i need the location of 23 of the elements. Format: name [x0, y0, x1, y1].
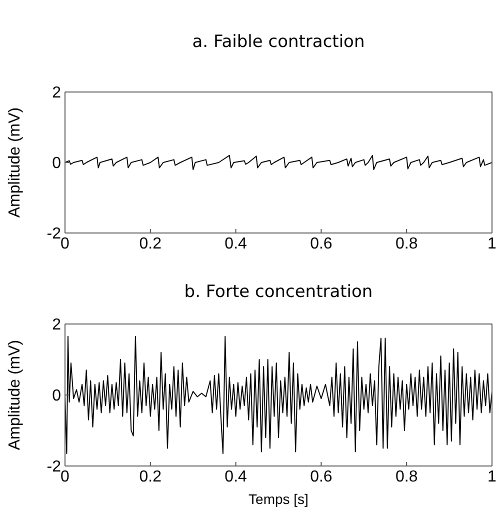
line-series: [65, 336, 492, 454]
y-axis-title: Amplitude (mV): [6, 340, 24, 450]
x-tick-label: 1: [488, 468, 497, 486]
x-tick-label: 0.6: [310, 235, 332, 252]
x-tick-label: 0.2: [139, 235, 162, 252]
chart-title: a. Faible contraction: [191, 31, 366, 54]
x-tick-label: 1: [488, 235, 497, 252]
x-tick-label: 0.6: [310, 468, 332, 486]
x-tick-label: 0.8: [395, 235, 418, 252]
y-tick-label: 2: [52, 316, 62, 334]
y-tick-label: 0: [52, 155, 62, 172]
y-tick-label: 0: [52, 388, 62, 405]
x-tick-label: 0.2: [139, 468, 162, 486]
y-axis-title: Amplitude (mV): [6, 107, 24, 218]
y-tick-label: -2: [46, 226, 62, 243]
x-tick-label: 0.4: [224, 235, 248, 252]
chart-title: b. Forte concentration: [183, 281, 374, 304]
x-tick-label: 0.8: [395, 468, 418, 486]
y-tick-label: 2: [52, 84, 62, 102]
line-series: [65, 154, 492, 170]
y-tick-label: -2: [46, 458, 62, 476]
x-tick-label: 0.4: [224, 468, 248, 486]
x-axis-title: Temps [s]: [248, 491, 308, 507]
